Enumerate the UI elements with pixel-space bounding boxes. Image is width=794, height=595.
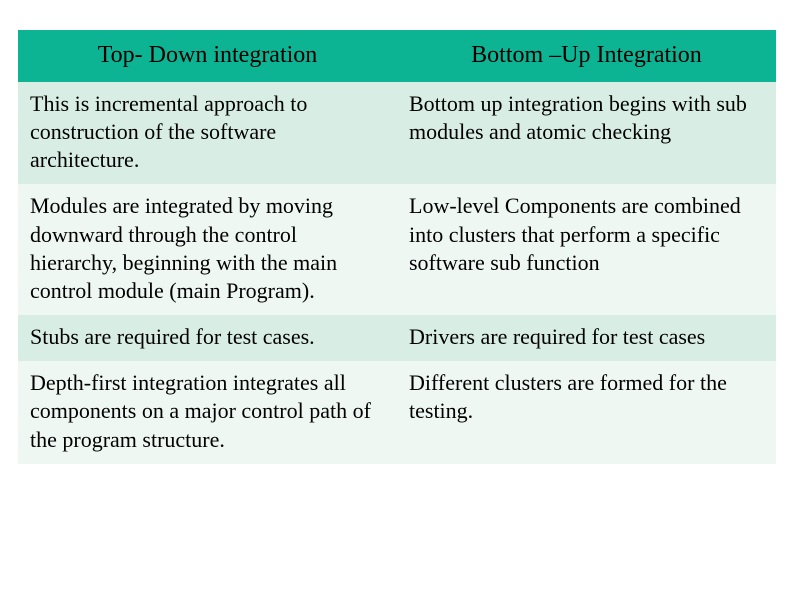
cell-right: Drivers are required for test cases (397, 315, 776, 361)
cell-right: Bottom up integration begins with sub mo… (397, 82, 776, 184)
cell-left: Depth-first integration integrates all c… (18, 361, 397, 463)
comparison-table: Top- Down integration Bottom –Up Integra… (18, 30, 776, 464)
slide: Top- Down integration Bottom –Up Integra… (0, 0, 794, 595)
cell-left: Modules are integrated by moving downwar… (18, 184, 397, 315)
cell-left: Stubs are required for test cases. (18, 315, 397, 361)
cell-right: Different clusters are formed for the te… (397, 361, 776, 463)
table-row: Modules are integrated by moving downwar… (18, 184, 776, 315)
table-row: Stubs are required for test cases. Drive… (18, 315, 776, 361)
table-row: Depth-first integration integrates all c… (18, 361, 776, 463)
column-header-left: Top- Down integration (18, 30, 397, 82)
cell-left: This is incremental approach to construc… (18, 82, 397, 184)
table-row: This is incremental approach to construc… (18, 82, 776, 184)
column-header-right: Bottom –Up Integration (397, 30, 776, 82)
table-header-row: Top- Down integration Bottom –Up Integra… (18, 30, 776, 82)
cell-right: Low-level Components are combined into c… (397, 184, 776, 315)
